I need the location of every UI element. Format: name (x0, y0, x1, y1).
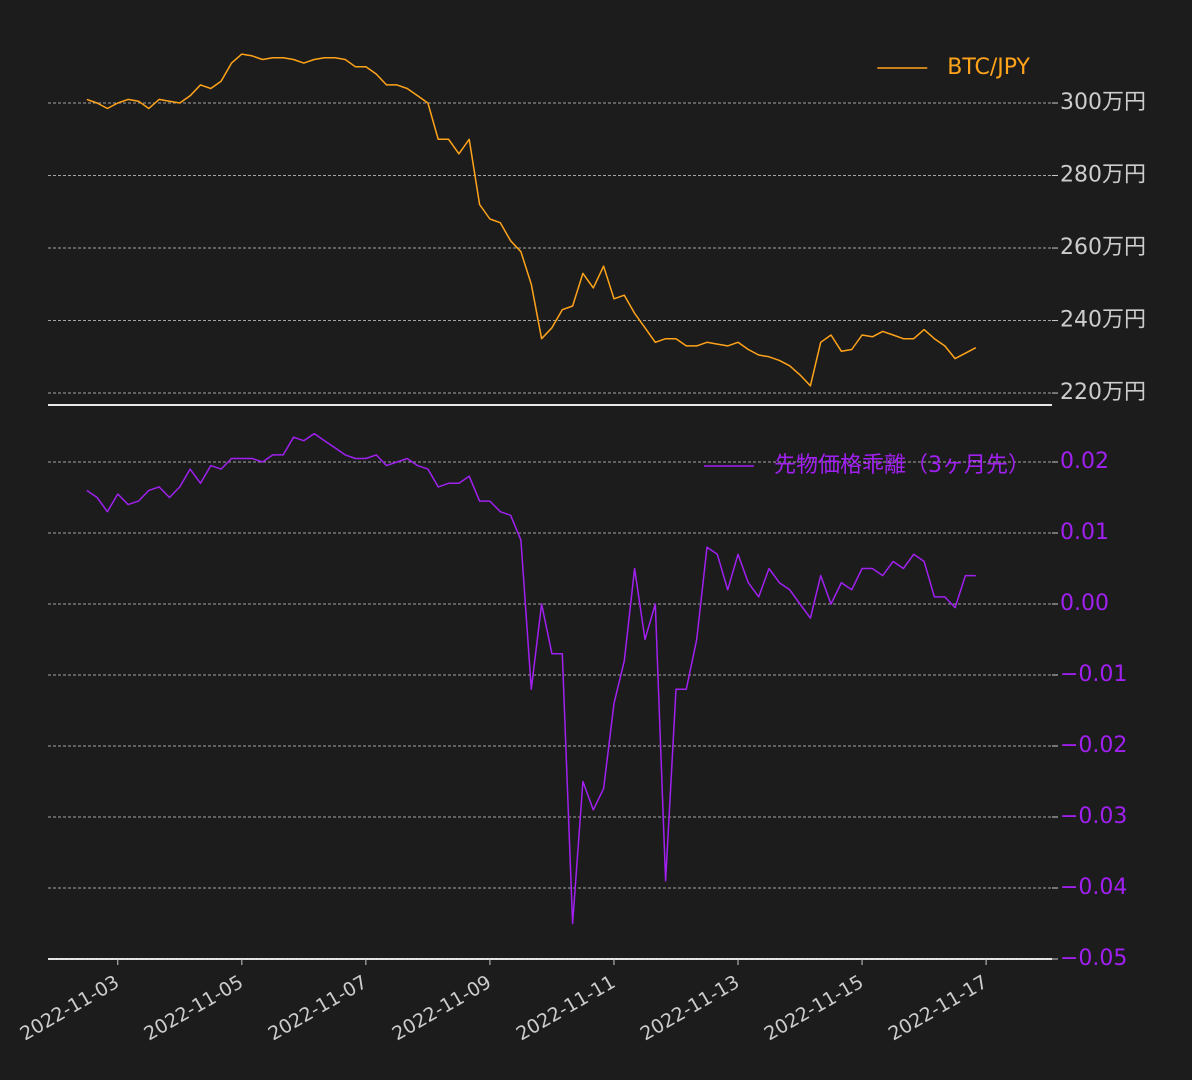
y-tick-label: 240万円 (1060, 308, 1146, 333)
line (86, 432, 976, 925)
line (86, 53, 977, 387)
y-tick-label: 0.00 (1060, 591, 1109, 616)
x-tick-label: 2022-11-09 (389, 971, 496, 1045)
x-tick-label: 2022-11-05 (140, 971, 247, 1045)
x-tick-label: 2022-11-03 (16, 971, 123, 1045)
y-tick-label: 0.01 (1060, 520, 1109, 545)
y-tick-label: 280万円 (1060, 163, 1146, 188)
y-tick-label: 220万円 (1060, 380, 1146, 405)
y-tick-label: −0.03 (1060, 804, 1127, 829)
y-tick-label: 0.02 (1060, 449, 1109, 474)
y-tick-label: −0.05 (1060, 946, 1127, 971)
x-tick-label: 2022-11-13 (637, 971, 744, 1045)
x-tick-label: 2022-11-17 (885, 971, 992, 1045)
legend-label: BTC/JPY (947, 55, 1030, 80)
y-tick-label: −0.01 (1060, 662, 1127, 687)
y-tick-label: −0.02 (1060, 733, 1127, 758)
y-tick-label: 300万円 (1060, 90, 1146, 115)
legend-label: 先物価格乖離（3ヶ月先） (774, 453, 1030, 478)
y-tick-label: −0.04 (1060, 875, 1127, 900)
x-tick-label: 2022-11-11 (513, 971, 620, 1045)
x-tick-label: 2022-11-15 (761, 971, 868, 1045)
y-tick-label: 260万円 (1060, 235, 1146, 260)
x-tick-label: 2022-11-07 (264, 971, 371, 1045)
